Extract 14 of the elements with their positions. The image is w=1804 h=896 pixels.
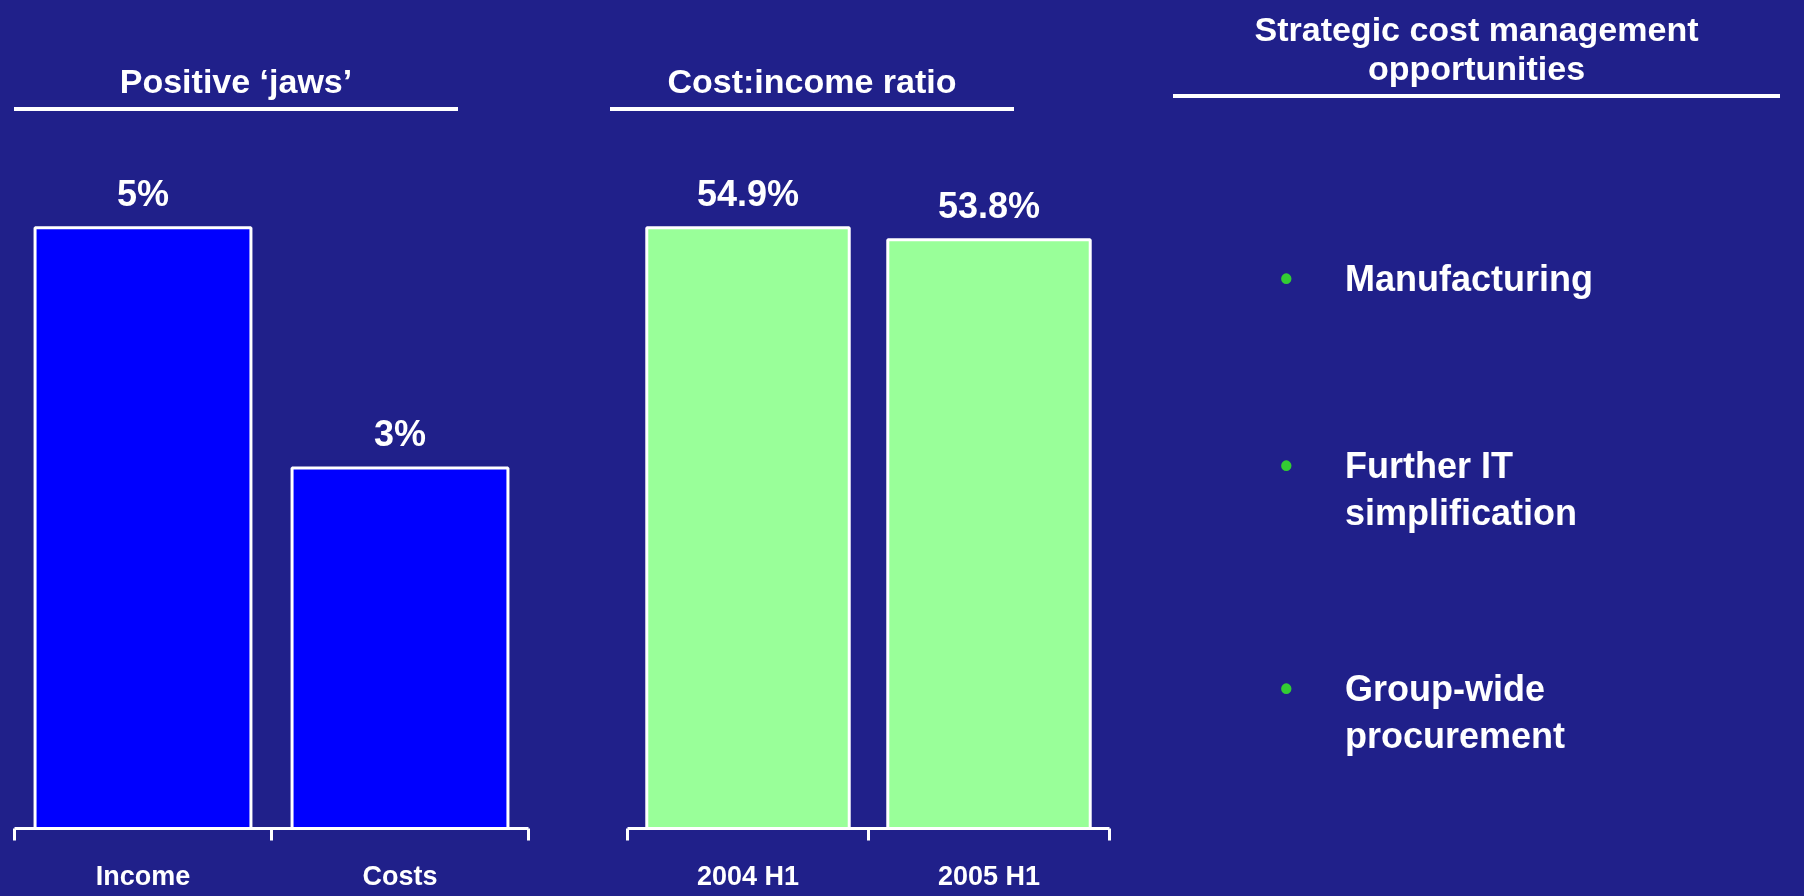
text: • Manufacturing <box>1280 258 1593 299</box>
x-tick-label: Income <box>95 860 191 891</box>
data-label: 5% <box>116 172 170 214</box>
text: Strategic cost management opportunities <box>1173 0 1780 99</box>
x-tick-label: Costs <box>362 860 438 891</box>
text: • Group-wide procurement <box>1280 668 1566 757</box>
data-label: 53.8% <box>937 184 1041 226</box>
chart-title: Cost:income ratio <box>610 0 1014 112</box>
x-tick-label: 2005 H1 <box>937 860 1041 891</box>
data-label: 3% <box>373 413 427 455</box>
data-label: 54.9% <box>696 172 800 214</box>
chart-title: Positive ‘jaws’ <box>14 0 458 112</box>
x-tick-label: 2004 H1 <box>696 860 800 891</box>
text: • Further IT simplification <box>1280 444 1578 533</box>
